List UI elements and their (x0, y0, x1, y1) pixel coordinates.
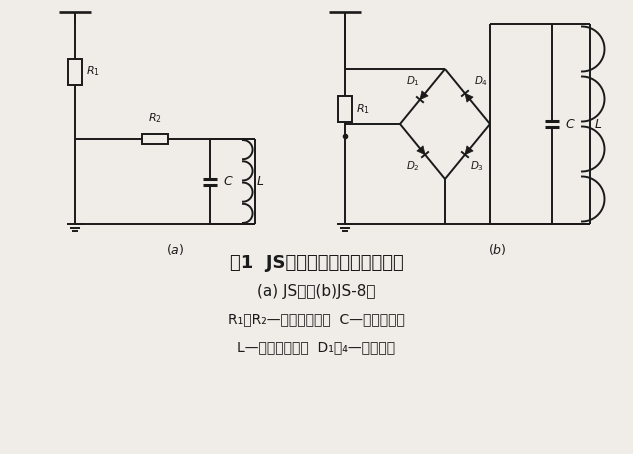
Text: $(a)$: $(a)$ (166, 242, 184, 257)
Polygon shape (465, 146, 473, 155)
Text: $D_1$: $D_1$ (406, 75, 420, 89)
Polygon shape (420, 91, 428, 99)
Text: $C$: $C$ (223, 175, 234, 188)
Text: $C$: $C$ (565, 118, 575, 130)
Polygon shape (465, 94, 473, 102)
Text: $D_2$: $D_2$ (406, 159, 420, 173)
Text: $R_1$: $R_1$ (356, 102, 370, 116)
Text: L—记数器线圈；  D₁～₄—硅二极管: L—记数器线圈； D₁～₄—硅二极管 (237, 340, 396, 354)
Text: R₁、R₂—非线性电阻；  C—贮能电容器: R₁、R₂—非线性电阻； C—贮能电容器 (228, 312, 405, 326)
Bar (338, 96, 352, 122)
Text: $(b)$: $(b)$ (488, 242, 507, 257)
Bar (142, 134, 168, 144)
Text: $D_4$: $D_4$ (473, 75, 487, 89)
Polygon shape (417, 146, 425, 155)
Text: $L$: $L$ (594, 118, 602, 130)
Text: $R_2$: $R_2$ (148, 111, 162, 125)
Text: (a) JS型；(b)JS-8型: (a) JS型；(b)JS-8型 (257, 284, 376, 299)
Text: 图1  JS型动作记数器的原理接线: 图1 JS型动作记数器的原理接线 (230, 254, 403, 272)
Bar (68, 59, 82, 84)
Text: $R_1$: $R_1$ (86, 64, 100, 79)
Text: $L$: $L$ (256, 175, 264, 188)
Text: $D_3$: $D_3$ (470, 159, 484, 173)
